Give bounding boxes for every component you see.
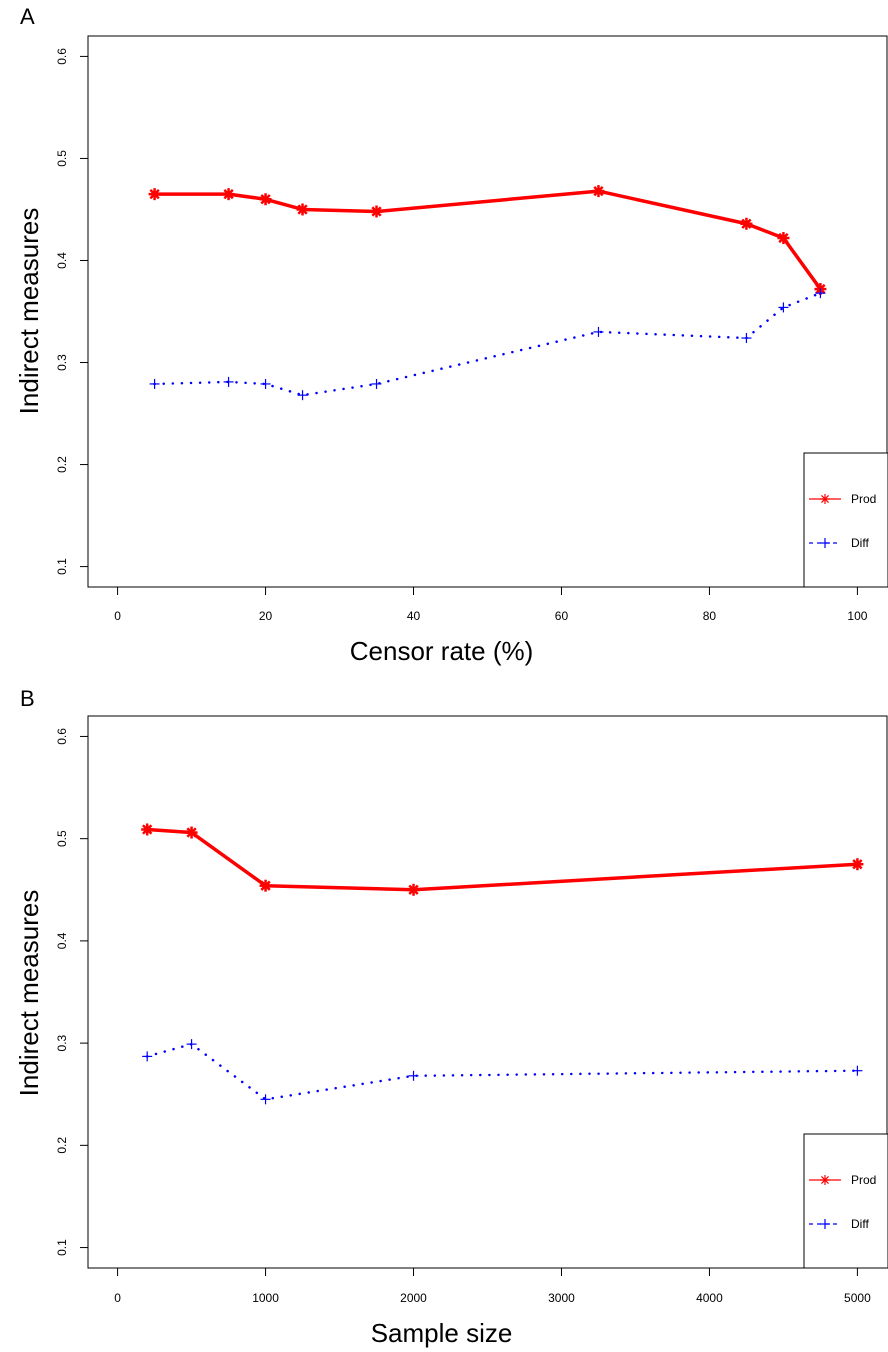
y-tick-label: 0.2 <box>55 456 69 473</box>
data-point-diff <box>187 1039 197 1049</box>
series-line-diff <box>147 1044 857 1099</box>
y-tick-label: 0.6 <box>55 48 69 65</box>
data-point-prod <box>260 193 272 205</box>
data-point-core <box>263 883 268 888</box>
x-tick-label: 100 <box>847 609 867 623</box>
y-tick-label: 0.2 <box>55 1137 69 1154</box>
legend-label: Diff <box>851 536 869 550</box>
y-tick-label: 0.5 <box>55 150 69 167</box>
data-point-prod <box>260 880 272 892</box>
y-tick-label: 0.6 <box>55 728 69 745</box>
data-point-diff <box>224 377 234 387</box>
y-tick-label: 0.5 <box>55 830 69 847</box>
x-tick-label: 3000 <box>548 1291 575 1305</box>
data-point-diff <box>261 1094 271 1104</box>
data-point-diff <box>372 379 382 389</box>
data-point-diff <box>142 1051 152 1061</box>
data-point-prod <box>371 206 383 218</box>
x-tick-label: 20 <box>259 609 273 623</box>
y-tick-label: 0.3 <box>55 1034 69 1051</box>
data-point-prod <box>408 884 420 896</box>
legend-label: Prod <box>851 1173 876 1187</box>
data-point-prod <box>223 188 235 200</box>
data-point-prod <box>186 827 198 839</box>
legend-label: Diff <box>851 1217 869 1231</box>
data-point-diff <box>298 390 308 400</box>
x-tick-label: 0 <box>114 1291 121 1305</box>
data-point-diff <box>150 379 160 389</box>
y-tick-label: 0.4 <box>55 932 69 949</box>
y-axis-title: Indirect measures <box>14 208 44 415</box>
x-tick-label: 80 <box>703 609 717 623</box>
y-tick-label: 0.1 <box>55 558 69 575</box>
data-point-prod <box>777 232 789 244</box>
series-line-prod <box>155 191 821 289</box>
data-point-prod <box>592 185 604 197</box>
data-point-core <box>781 236 786 241</box>
data-point-core <box>855 862 860 867</box>
series-prod <box>141 823 863 895</box>
plot-frame <box>88 36 887 587</box>
legend: Prod Diff <box>804 1134 888 1268</box>
x-axis-title: Sample size <box>371 1318 513 1348</box>
y-axis-title: Indirect measures <box>14 890 44 1097</box>
x-tick-label: 1000 <box>252 1291 279 1305</box>
series-diff <box>150 288 826 400</box>
data-point-core <box>374 209 379 214</box>
chart-panel-a: A 0 20 40 60 80 100 0.1 0.2 0.3 0.4 0.5 0.6 Censor ra… <box>14 4 888 666</box>
y-tick-label: 0.4 <box>55 252 69 269</box>
data-point-diff <box>261 379 271 389</box>
data-point-core <box>300 207 305 212</box>
x-tick-label: 60 <box>555 609 569 623</box>
data-point-core <box>596 189 601 194</box>
legend: Prod Diff <box>804 453 888 587</box>
series-line-diff <box>155 293 821 395</box>
data-point-core <box>411 887 416 892</box>
plot-frame <box>88 716 887 1268</box>
data-point-diff <box>852 1066 862 1076</box>
data-point-diff <box>741 333 751 343</box>
x-axis-title: Censor rate (%) <box>350 636 534 666</box>
legend-box <box>804 1134 888 1268</box>
legend-box <box>804 453 888 587</box>
x-tick-label: 0 <box>114 609 121 623</box>
x-tick-label: 5000 <box>844 1291 871 1305</box>
x-tick-label: 4000 <box>696 1291 723 1305</box>
data-point-core <box>226 192 231 197</box>
data-point-core <box>145 827 150 832</box>
data-point-core <box>189 830 194 835</box>
series-diff <box>142 1039 862 1104</box>
panel-label: B <box>20 686 35 711</box>
data-point-prod <box>149 188 161 200</box>
y-tick-label: 0.1 <box>55 1239 69 1256</box>
data-point-diff <box>409 1071 419 1081</box>
data-point-core <box>744 221 749 226</box>
x-tick-label: 40 <box>407 609 421 623</box>
data-point-prod <box>297 203 309 215</box>
panel-label: A <box>20 4 35 29</box>
data-point-core <box>263 197 268 202</box>
data-point-diff <box>778 302 788 312</box>
data-point-prod <box>851 858 863 870</box>
data-point-core <box>152 192 157 197</box>
series-line-prod <box>147 829 857 889</box>
data-point-diff <box>593 327 603 337</box>
legend-label: Prod <box>851 492 876 506</box>
data-point-prod <box>740 218 752 230</box>
y-tick-label: 0.3 <box>55 354 69 371</box>
data-point-prod <box>141 823 153 835</box>
chart-panel-b: B 0 1000 2000 3000 4000 5000 0.1 0.2 0.3 0.4 0.5 0.6… <box>14 686 888 1348</box>
x-tick-label: 2000 <box>400 1291 427 1305</box>
series-prod <box>149 185 827 295</box>
